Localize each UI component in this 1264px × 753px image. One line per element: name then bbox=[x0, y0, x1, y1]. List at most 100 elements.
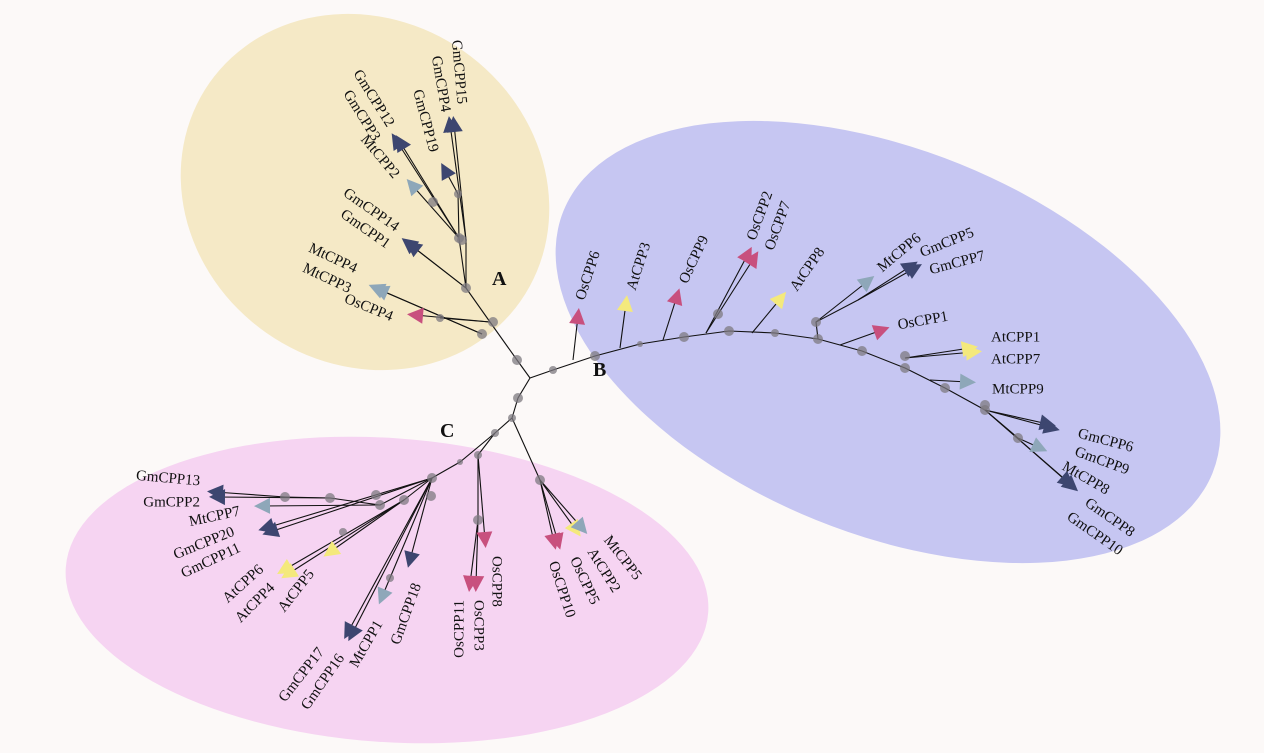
bootstrap-support-dot bbox=[386, 574, 394, 582]
leaf-marker-gm-triangle-icon bbox=[904, 264, 922, 279]
leaf-branch bbox=[477, 454, 486, 541]
leaf-label: GmCPP2 bbox=[143, 494, 200, 510]
leaf-marker-mt-triangle-icon bbox=[856, 276, 875, 293]
leaf-label: GmCPP13 bbox=[135, 468, 200, 490]
bootstrap-support-dot bbox=[457, 459, 463, 465]
leaf-marker-at-triangle-icon bbox=[769, 291, 787, 310]
leaf-marker-os-triangle-icon bbox=[468, 575, 485, 592]
leaf-marker-mt-triangle-icon bbox=[254, 497, 271, 514]
leaf-branch bbox=[539, 479, 577, 531]
bootstrap-support-dot bbox=[426, 491, 436, 501]
leaf-marker-at-triangle-icon bbox=[323, 540, 342, 557]
leaf-marker-at-triangle-icon bbox=[965, 344, 982, 361]
leaf-marker-os-triangle-icon bbox=[742, 251, 759, 270]
bootstrap-support-dot bbox=[637, 341, 643, 347]
leaf-branch bbox=[984, 409, 1073, 487]
leaf-marker-gm-triangle-icon bbox=[405, 241, 424, 258]
bootstrap-support-dot bbox=[900, 351, 910, 361]
leaf-marker-mt-triangle-icon bbox=[377, 586, 393, 605]
bootstrap-support-dot bbox=[474, 451, 482, 459]
leaf-marker-gm-triangle-icon bbox=[209, 489, 226, 506]
leaf-branch bbox=[815, 280, 869, 323]
leaf-marker-at-triangle-icon bbox=[617, 295, 633, 312]
clade-C-label: C bbox=[440, 420, 454, 442]
bootstrap-support-dot bbox=[513, 393, 523, 403]
bootstrap-support-dot bbox=[473, 515, 483, 525]
leaf-branch bbox=[414, 314, 491, 323]
leaf-branch bbox=[469, 519, 479, 585]
clade-regions bbox=[65, 13, 1221, 744]
leaf-marker-os-triangle-icon bbox=[548, 532, 564, 550]
leaf-marker-mt-triangle-icon bbox=[1029, 437, 1048, 452]
leaf-marker-os-triangle-icon bbox=[569, 308, 586, 325]
leaf-branch bbox=[904, 347, 971, 359]
bootstrap-support-dot bbox=[590, 351, 600, 361]
leaf-marker-gm-triangle-icon bbox=[1042, 418, 1060, 434]
leaf-branch bbox=[904, 351, 975, 359]
leaf-label: AtCPP7 bbox=[991, 351, 1041, 367]
leaf-label: OsCPP3 bbox=[471, 600, 487, 651]
bootstrap-support-dot bbox=[813, 334, 823, 344]
clade-A-label: A bbox=[492, 268, 507, 290]
bootstrap-support-dot bbox=[457, 235, 467, 245]
bootstrap-support-dot bbox=[375, 500, 385, 510]
leaf-marker-os-triangle-icon bbox=[666, 288, 683, 307]
leaf-marker-gm-triangle-icon bbox=[1060, 474, 1079, 492]
leaf-label: OsCPP11 bbox=[451, 600, 467, 658]
bootstrap-support-dot bbox=[339, 528, 347, 536]
leaf-branch bbox=[261, 504, 381, 507]
leaf-marker-mt-triangle-icon bbox=[570, 516, 588, 535]
leaf-branch bbox=[539, 479, 559, 543]
leaf-marker-mt-triangle-icon bbox=[959, 373, 976, 390]
leaf-branch bbox=[287, 499, 405, 575]
leaf-marker-gm-triangle-icon bbox=[441, 162, 456, 181]
bootstrap-support-dot bbox=[491, 429, 499, 437]
leaf-branch bbox=[453, 123, 467, 241]
bootstrap-support-dot bbox=[477, 329, 487, 339]
leaf-marker-gm-triangle-icon bbox=[395, 135, 412, 154]
bootstrap-support-dot bbox=[724, 326, 734, 336]
clade-B-label: B bbox=[593, 359, 606, 381]
bootstrap-support-dot bbox=[980, 400, 990, 410]
leaf-marker-gm-triangle-icon bbox=[262, 521, 281, 538]
bootstrap-support-dot bbox=[512, 355, 522, 365]
leaf-branch bbox=[857, 267, 916, 301]
leaf-markers bbox=[207, 116, 1079, 642]
leaf-branch bbox=[409, 477, 433, 561]
leaf-branch bbox=[347, 477, 433, 633]
leaf-branch bbox=[379, 289, 483, 335]
leaf-label: AtCPP1 bbox=[991, 329, 1040, 345]
bootstrap-support-dot bbox=[454, 190, 462, 198]
bootstrap-support-dot bbox=[280, 492, 290, 502]
bootstrap-dots bbox=[280, 190, 1023, 582]
leaf-branch bbox=[329, 499, 405, 553]
leaf-marker-gm-triangle-icon bbox=[348, 623, 363, 642]
bootstrap-support-dot bbox=[508, 414, 516, 422]
bootstrap-support-dot bbox=[771, 329, 779, 337]
leaf-branch bbox=[539, 479, 555, 543]
leaf-branch bbox=[351, 477, 433, 635]
leaf-marker-os-triangle-icon bbox=[871, 325, 890, 341]
leaf-marker-os-triangle-icon bbox=[407, 307, 424, 324]
tree-branch bbox=[403, 477, 433, 501]
leaf-marker-mt-triangle-icon bbox=[372, 285, 391, 301]
leaf-marker-os-triangle-icon bbox=[476, 531, 493, 548]
leaf-branch bbox=[705, 253, 749, 334]
leaf-branch bbox=[411, 184, 460, 239]
leaf-branch bbox=[214, 491, 286, 498]
bootstrap-support-dot bbox=[488, 317, 498, 327]
bootstrap-support-dot bbox=[427, 473, 437, 483]
bootstrap-support-dot bbox=[713, 309, 723, 319]
bootstrap-support-dot bbox=[535, 475, 545, 485]
leaf-marker-at-triangle-icon bbox=[281, 562, 300, 579]
leaf-marker-gm-triangle-icon bbox=[404, 550, 420, 568]
tree-branch bbox=[511, 417, 541, 481]
bootstrap-support-dot bbox=[325, 493, 335, 503]
leaf-branch bbox=[216, 496, 331, 499]
bootstrap-support-dot bbox=[436, 314, 444, 322]
bootstrap-support-dot bbox=[371, 490, 381, 500]
bootstrap-support-dot bbox=[428, 197, 438, 207]
leaf-branch bbox=[265, 477, 433, 529]
